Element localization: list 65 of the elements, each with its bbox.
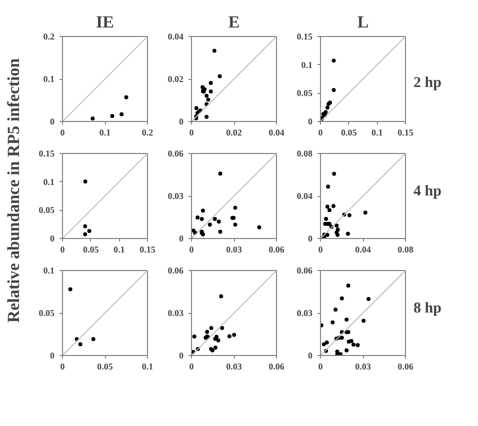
y-tick-label: 0.1 bbox=[43, 74, 55, 84]
x-tick-label: 0.03 bbox=[226, 244, 242, 254]
y-tick-label: 0 bbox=[50, 116, 55, 126]
x-tick-label: 0 bbox=[189, 244, 194, 254]
y-tick-label: 0 bbox=[50, 234, 55, 244]
x-tick-label: 0.08 bbox=[398, 244, 414, 254]
y-tick-label: 0.06 bbox=[168, 266, 184, 276]
y-tick-label: 0.04 bbox=[296, 191, 313, 201]
y-tick-label: 0.1 bbox=[43, 266, 55, 276]
y-tick-label: 0.15 bbox=[296, 32, 313, 42]
x-tick-label: 0.1 bbox=[372, 128, 384, 138]
x-tick-label: 0.2 bbox=[142, 128, 154, 138]
x-tick-label: 0.06 bbox=[398, 362, 414, 372]
x-tick-label: 0 bbox=[60, 128, 66, 138]
chart-title: IE bbox=[96, 12, 114, 32]
y-tick-label: 0 bbox=[50, 350, 55, 360]
x-tick-label: 0.1 bbox=[142, 362, 154, 372]
y-tick-label: 0 bbox=[179, 350, 184, 360]
x-tick-label: 0.05 bbox=[340, 128, 358, 138]
x-tick-label: 0 bbox=[189, 128, 194, 138]
text: 8 hp bbox=[414, 300, 442, 317]
x-tick-label: 0.06 bbox=[268, 244, 285, 254]
text: 4 hp bbox=[414, 184, 442, 200]
x-tick-label: 0.05 bbox=[97, 362, 114, 372]
x-tick-label: 0 bbox=[189, 362, 194, 372]
y-tick-label: 0.06 bbox=[296, 266, 313, 276]
y-tick-label: 0.1 bbox=[43, 176, 55, 187]
x-tick-label: 0.15 bbox=[140, 244, 156, 254]
y-tick-label: 0.03 bbox=[168, 308, 184, 318]
x-tick-label: 0 bbox=[318, 244, 324, 254]
x-tick-label: 0.03 bbox=[355, 362, 372, 372]
chart-title: E bbox=[228, 12, 240, 32]
y-tick-label: 0.03 bbox=[168, 191, 184, 201]
x-tick-label: 0.15 bbox=[398, 128, 414, 138]
chart-title: L bbox=[357, 12, 369, 32]
y-tick-label: 0.06 bbox=[168, 148, 184, 158]
text: 2 hp bbox=[414, 75, 442, 92]
x-tick-label: 0.06 bbox=[268, 362, 285, 372]
x-tick-label: 0 bbox=[318, 362, 324, 372]
y-tick-label: 0.08 bbox=[296, 148, 313, 158]
y-tick-label: 0 bbox=[308, 234, 313, 244]
y-tick-label: 0 bbox=[308, 350, 313, 360]
x-tick-label: 0.02 bbox=[226, 128, 242, 138]
y-tick-label: 0.1 bbox=[301, 60, 313, 70]
x-tick-label: 0 bbox=[318, 128, 324, 138]
x-tick-label: 0 bbox=[60, 244, 66, 254]
y-tick-label: 0.05 bbox=[38, 308, 55, 318]
y-tick-label: 0.04 bbox=[168, 32, 184, 42]
x-tick-label: 0.04 bbox=[268, 128, 285, 138]
y-tick-label: 0.02 bbox=[168, 74, 184, 84]
y-tick-label: 0.2 bbox=[43, 32, 55, 42]
y-axis-title: Relative abundance in RP5 infection bbox=[4, 58, 23, 323]
x-tick-label: 0.03 bbox=[226, 362, 242, 372]
x-tick-label: 0 bbox=[60, 362, 66, 372]
y-tick-label: 0 bbox=[179, 234, 184, 244]
y-tick-label: 0.03 bbox=[296, 308, 313, 318]
y-tick-label: 0 bbox=[308, 116, 313, 126]
x-tick-label: 0.05 bbox=[82, 244, 100, 254]
y-tick-label: 0.05 bbox=[296, 88, 313, 98]
x-tick-label: 0.1 bbox=[114, 244, 126, 254]
x-tick-label: 0.1 bbox=[99, 128, 112, 138]
x-tick-label: 0.04 bbox=[355, 244, 372, 254]
y-tick-label: 0 bbox=[179, 116, 184, 126]
y-tick-label: 0.15 bbox=[38, 148, 55, 158]
y-tick-label: 0.05 bbox=[38, 205, 55, 216]
